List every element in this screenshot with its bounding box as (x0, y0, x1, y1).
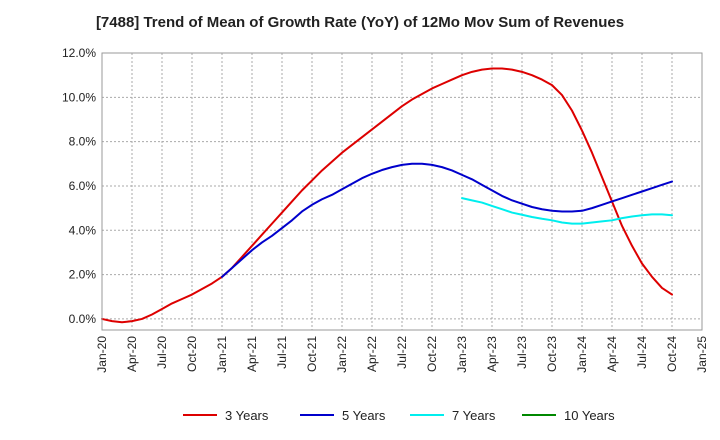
chart-title: [7488] Trend of Mean of Growth Rate (YoY… (95, 14, 625, 31)
legend-label: 3 Years (225, 408, 269, 423)
x-tick-label: Oct-24 (665, 336, 679, 372)
x-tick-label: Apr-22 (365, 336, 379, 372)
x-tick-label: Oct-21 (305, 336, 319, 372)
series-layer (101, 67, 673, 324)
x-tick-label: Jul-20 (155, 336, 169, 369)
y-tick-label: 4.0% (69, 223, 97, 237)
series-line-3-years (101, 67, 673, 324)
y-tick-label: 6.0% (69, 179, 97, 193)
x-tick-label: Apr-20 (125, 336, 139, 372)
x-tick-label: Jul-21 (275, 336, 289, 369)
x-tick-label: Jan-24 (575, 336, 589, 373)
grid-layer (102, 52, 702, 330)
x-tick-label: Jan-25 (695, 336, 709, 373)
series-line-5-years (221, 162, 673, 278)
plot-frame (101, 52, 703, 331)
x-axis-ticks: Jan-20 Apr-20 Jul-20 Oct-20 Jan-21 Apr-21 Jul-… (95, 336, 709, 373)
x-tick-label: Jan-21 (215, 336, 229, 373)
x-tick-label: Apr-21 (245, 336, 259, 372)
x-tick-label: Jan-22 (335, 336, 349, 373)
x-tick-label: Oct-20 (185, 336, 199, 372)
y-tick-label: 8.0% (69, 135, 97, 149)
legend-label: 5 Years (342, 408, 386, 423)
legend: 3 Years 5 Years 7 Years 10 Years (183, 408, 615, 423)
x-tick-label: Apr-24 (605, 336, 619, 372)
series-line-7-years (461, 197, 673, 225)
legend-label: 7 Years (452, 408, 496, 423)
legend-label: 10 Years (564, 408, 615, 423)
y-tick-label: 12.0% (62, 46, 96, 60)
x-tick-label: Jul-23 (515, 336, 529, 369)
x-tick-label: Oct-22 (425, 336, 439, 372)
y-axis-ticks: 0.0% 2.0% 4.0% 6.0% 8.0% 10.0% 12.0% (62, 46, 96, 326)
y-tick-label: 2.0% (69, 268, 97, 282)
x-tick-label: Jan-20 (95, 336, 109, 373)
x-tick-label: Jul-22 (395, 336, 409, 369)
x-tick-label: Oct-23 (545, 336, 559, 372)
y-tick-label: 0.0% (69, 312, 97, 326)
x-tick-label: Apr-23 (485, 336, 499, 372)
y-tick-label: 10.0% (62, 90, 96, 104)
x-tick-label: Jul-24 (635, 336, 649, 369)
x-tick-label: Jan-23 (455, 336, 469, 373)
